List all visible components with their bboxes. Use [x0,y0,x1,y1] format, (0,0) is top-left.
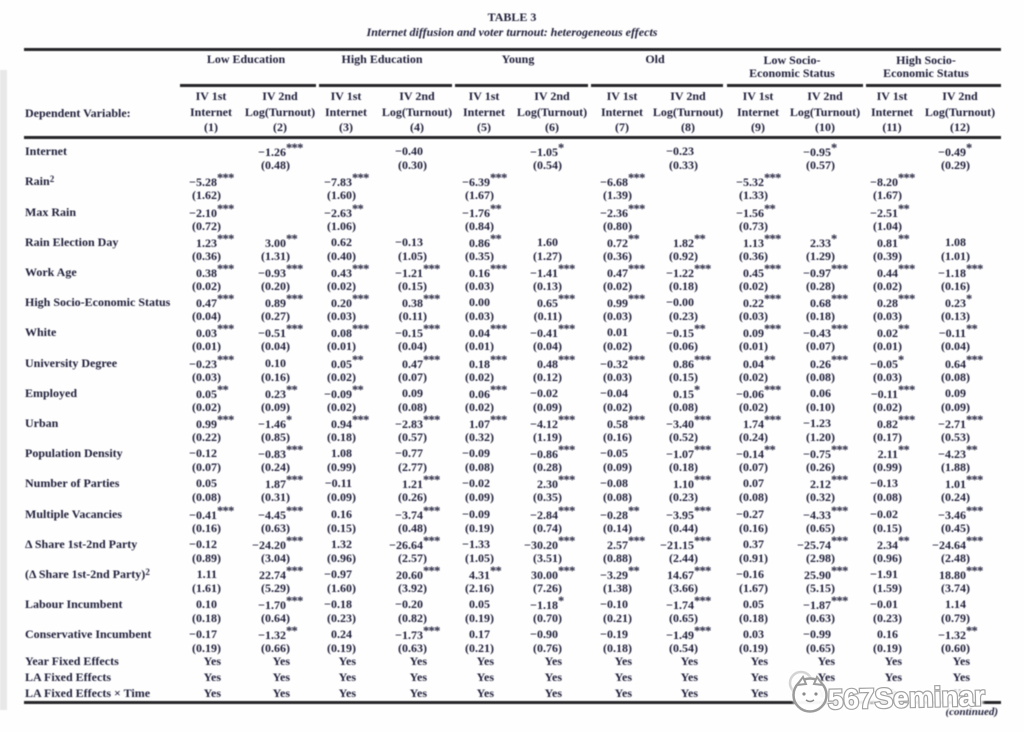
svg-text:567Seminar: 567Seminar [827,680,985,715]
svg-text:567Seminar: 567Seminar [827,680,985,715]
